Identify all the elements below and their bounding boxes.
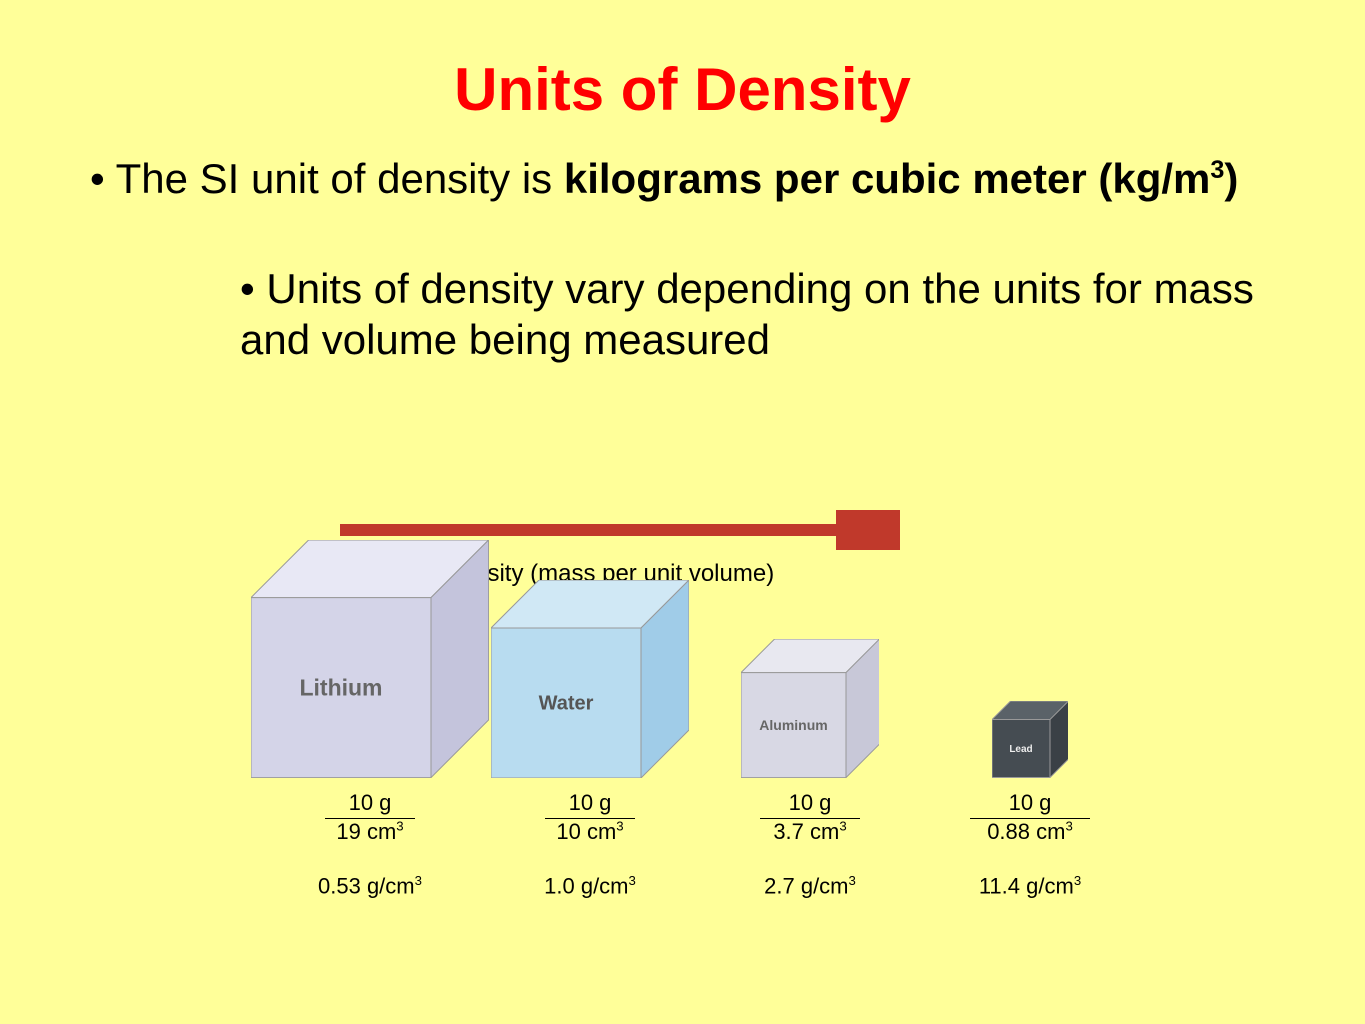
- svg-text:Water: Water: [539, 693, 594, 715]
- bullet1-close: ): [1224, 155, 1238, 202]
- cube-wrap: Lead: [992, 608, 1069, 778]
- bullet1-sup: 3: [1210, 156, 1224, 184]
- density-diagram: Increasing density (mass per unit volume…: [270, 500, 1140, 900]
- svg-text:Aluminum: Aluminum: [759, 717, 827, 733]
- cube-column-aluminum: Aluminum 10 g 3.7 cm3 2.7 g/cm3: [720, 608, 900, 900]
- cube-icon: Water: [491, 580, 689, 778]
- mass-volume-fraction: 10 g 19 cm3: [325, 790, 415, 845]
- mass-value: 10 g: [970, 790, 1090, 816]
- bullet-units-vary: Units of density vary depending on the u…: [240, 264, 1285, 365]
- mass-value: 10 g: [545, 790, 635, 816]
- volume-value: 0.88 cm3: [987, 819, 1073, 844]
- bullet1-bold: kilograms per cubic meter (kg/m: [564, 155, 1211, 202]
- svg-text:Lead: Lead: [1009, 744, 1032, 755]
- mass-value: 10 g: [325, 790, 415, 816]
- increasing-density-arrow-icon: [340, 510, 900, 550]
- bullet-si-unit: The SI unit of density is kilograms per …: [90, 154, 1285, 204]
- density-value: 11.4 g/cm3: [979, 873, 1081, 899]
- cube-wrap: Lithium: [251, 608, 489, 778]
- mass-volume-fraction: 10 g 3.7 cm3: [760, 790, 860, 845]
- cube-icon: Aluminum: [741, 639, 880, 778]
- cubes-row: Lithium 10 g 19 cm3 0.53 g/cm3 Water 10 g…: [270, 608, 1140, 900]
- cube-icon: Lead: [992, 701, 1069, 778]
- density-value: 2.7 g/cm3: [764, 873, 856, 899]
- mass-value: 10 g: [760, 790, 860, 816]
- density-value: 0.53 g/cm3: [318, 873, 422, 899]
- cube-column-lithium: Lithium 10 g 19 cm3 0.53 g/cm3: [280, 608, 460, 900]
- volume-value: 3.7 cm3: [773, 819, 846, 844]
- bullet1-prefix: The SI unit of density is: [116, 155, 564, 202]
- volume-value: 19 cm3: [336, 819, 403, 844]
- cube-wrap: Aluminum: [741, 608, 880, 778]
- cube-icon: Lithium: [251, 540, 489, 778]
- density-value: 1.0 g/cm3: [544, 873, 636, 899]
- svg-text:Lithium: Lithium: [300, 675, 383, 701]
- cube-wrap: Water: [491, 608, 689, 778]
- cube-column-water: Water 10 g 10 cm3 1.0 g/cm3: [500, 608, 680, 900]
- volume-value: 10 cm3: [556, 819, 623, 844]
- mass-volume-fraction: 10 g 10 cm3: [545, 790, 635, 845]
- slide-title: Units of Density: [0, 0, 1365, 124]
- cube-column-lead: Lead 10 g 0.88 cm3 11.4 g/cm3: [940, 608, 1120, 900]
- mass-volume-fraction: 10 g 0.88 cm3: [970, 790, 1090, 845]
